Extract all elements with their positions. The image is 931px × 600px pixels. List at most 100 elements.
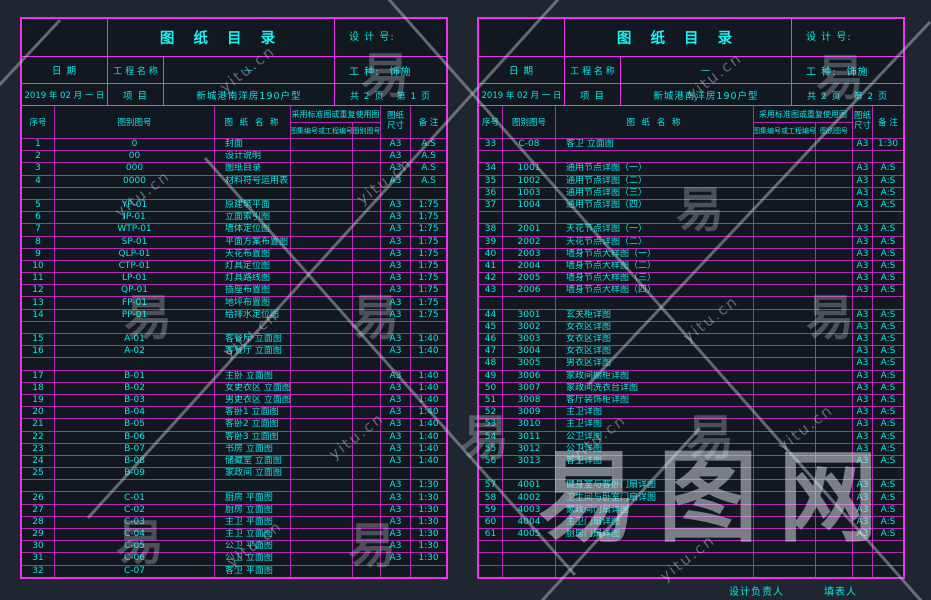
table-cell — [754, 358, 816, 370]
table-row: 45 3002 女衣区详图 A3 A:S — [479, 321, 903, 334]
page-indicator: 共 2 页 第 2 页 — [792, 84, 903, 106]
table-cell: QP-01 — [55, 285, 215, 297]
table-cell — [503, 468, 556, 480]
table-cell: 20 — [22, 407, 55, 419]
table-cell: 1:75 — [418, 285, 439, 296]
table-row: 44 3001 玄关柜详图 A3 A:S — [479, 309, 903, 322]
table-cell — [816, 236, 853, 248]
table-cell: A:S — [880, 285, 896, 296]
table-cell — [816, 334, 853, 346]
table-cell: 主卫 平面图 — [215, 516, 291, 528]
trade-label: 工 种: — [806, 66, 837, 78]
table-cell: 47 — [479, 346, 503, 358]
table-cell: 18 — [22, 382, 55, 394]
table-cell: 公卫 立面图 — [215, 553, 291, 565]
drawing-index-sheet-page2: 图 纸 目 录 设 计 号: 日 期 工 程 名 称 — 工 种: 饰施 201… — [477, 17, 905, 579]
table-cell: A.S — [421, 163, 436, 174]
table-cell — [816, 516, 853, 528]
table-cell — [754, 334, 816, 346]
table-cell: A3 — [381, 285, 411, 297]
table-cell: A3 — [853, 321, 873, 333]
table-cell: 天花节点详图（一） — [556, 224, 754, 236]
table-cell — [853, 553, 873, 565]
table-cell: A3 — [381, 297, 411, 309]
table-cell: A3 — [381, 224, 411, 236]
table-cell: A:S — [880, 431, 896, 442]
table-cell — [816, 175, 853, 187]
table-cell: 0000 — [55, 175, 215, 187]
table-cell: 3 — [22, 163, 55, 175]
table-cell — [816, 468, 853, 480]
table-cell: 10 — [22, 260, 55, 273]
table-cell — [291, 480, 353, 492]
table-cell — [816, 455, 853, 468]
date-value: 2019 年 02 月 一 日 — [22, 84, 108, 106]
table-cell — [754, 260, 816, 273]
table-cell: 封面 — [215, 139, 291, 151]
table-cell: 天花布置图 — [215, 248, 291, 260]
table-cell — [754, 309, 816, 321]
col-header-size-line2: 尺寸 — [853, 121, 871, 131]
table-cell: A:S — [880, 492, 896, 503]
table-cell — [754, 565, 816, 577]
table-cell: 地坪布置图 — [215, 297, 291, 309]
table-cell: 22 — [22, 431, 55, 443]
table-cell — [816, 443, 853, 455]
table-cell: 3005 — [503, 358, 556, 370]
table-cell — [503, 297, 556, 309]
table-cell: B-07 — [55, 443, 215, 455]
table-cell — [816, 504, 853, 516]
table-cell: A3 — [381, 529, 411, 541]
table-cell: 51 — [479, 394, 503, 407]
table-cell: 15 — [22, 334, 55, 346]
table-cell — [816, 163, 853, 175]
design-no-label: 设 计 号: — [335, 19, 446, 57]
table-cell — [291, 346, 353, 358]
drawing-list-page2: 33 C-08 客卫 立面图 A3 1:30 34 1001 通用节点详图（一） A3 A:S 35… — [479, 139, 903, 577]
table-cell — [503, 553, 556, 565]
table-cell — [353, 480, 381, 492]
table-cell — [873, 553, 903, 564]
table-cell — [353, 468, 381, 480]
table-row: 4 0000 材料符号运用表 A3 A.S — [22, 175, 446, 188]
table-cell: 1002 — [503, 175, 556, 187]
table-cell — [754, 382, 816, 394]
table-cell — [55, 187, 215, 199]
header-empty-cell — [22, 19, 108, 57]
table-cell: A3 — [381, 248, 411, 260]
table-cell: 45 — [479, 321, 503, 333]
table-cell — [353, 236, 381, 248]
trade-cell: 工 种: 饰施 — [335, 57, 446, 84]
table-cell: 储藏室 立面图 — [215, 455, 291, 468]
trade-value: 饰施 — [389, 66, 412, 78]
table-cell: A:S — [880, 187, 896, 198]
table-cell — [291, 212, 353, 224]
table-cell: 灯具路线图 — [215, 273, 291, 285]
table-cell: B-02 — [55, 382, 215, 394]
table-cell — [754, 541, 816, 553]
table-cell: 50 — [479, 382, 503, 394]
table-cell — [291, 419, 353, 431]
table-cell — [556, 565, 754, 577]
table-cell: 49 — [479, 370, 503, 382]
table-cell: 原建筑平面 — [215, 199, 291, 212]
table-row: 33 C-08 客卫 立面图 A3 1:30 — [479, 139, 903, 152]
table-cell: 55 — [479, 443, 503, 455]
table-cell: 43 — [479, 285, 503, 297]
table-cell: A:S — [880, 455, 896, 466]
table-cell: 41 — [479, 260, 503, 273]
col-header-standard-code: 图别图号 — [353, 123, 381, 138]
table-cell — [22, 321, 55, 333]
table-cell: A3 — [853, 236, 873, 248]
table-cell: 灯具定位图 — [215, 260, 291, 273]
table-cell: 25 — [22, 468, 55, 480]
table-cell: 3007 — [503, 382, 556, 394]
table-cell: 通用节点详图（二） — [556, 175, 754, 187]
table-cell: 1004 — [503, 199, 556, 212]
table-cell: 女更衣区 立面图 — [215, 382, 291, 394]
form-filler-label: 填表人 — [824, 587, 857, 598]
col-header-size-line1: 图纸 — [853, 111, 871, 122]
table-cell: 1:75 — [418, 273, 439, 284]
project-label: 项 目 — [108, 84, 164, 106]
table-cell: 8 — [22, 236, 55, 248]
